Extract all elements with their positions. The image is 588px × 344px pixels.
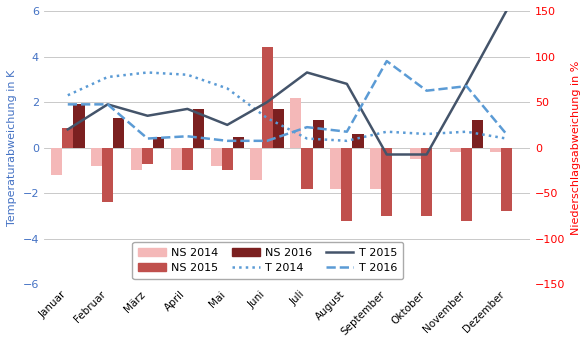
Bar — [490, 148, 501, 152]
Bar — [341, 148, 352, 221]
Bar — [142, 148, 153, 164]
T 2015 — [463, 82, 470, 86]
T 2016 — [104, 102, 111, 106]
T 2014 — [463, 130, 470, 134]
Legend: NS 2014, NS 2015, NS 2016, T 2014, T 2015, T 2016: NS 2014, NS 2015, NS 2016, T 2014, T 201… — [132, 242, 403, 279]
Bar — [113, 118, 125, 148]
Bar — [313, 120, 324, 148]
Bar — [91, 148, 102, 166]
T 2015 — [503, 9, 510, 13]
Bar — [330, 148, 341, 189]
T 2015 — [263, 100, 270, 104]
Bar — [250, 148, 262, 180]
Bar — [153, 137, 164, 148]
Bar — [381, 148, 392, 216]
Bar — [102, 148, 113, 202]
Bar — [182, 148, 193, 170]
Bar — [262, 47, 273, 148]
Bar — [273, 109, 284, 148]
Bar — [352, 134, 363, 148]
Y-axis label: Temperaturabweichung in K: Temperaturabweichung in K — [7, 69, 17, 226]
Line: T 2014: T 2014 — [68, 73, 506, 141]
T 2015 — [383, 152, 390, 157]
T 2016 — [343, 130, 350, 134]
T 2016 — [263, 139, 270, 143]
T 2015 — [223, 123, 230, 127]
Bar — [472, 120, 483, 148]
Bar — [233, 137, 244, 148]
Bar — [501, 148, 512, 212]
Bar — [193, 109, 204, 148]
T 2014 — [383, 130, 390, 134]
T 2014 — [343, 139, 350, 143]
T 2015 — [343, 82, 350, 86]
Bar — [421, 148, 432, 216]
Bar — [222, 148, 233, 170]
T 2014 — [503, 137, 510, 141]
T 2014 — [184, 73, 191, 77]
T 2014 — [223, 86, 230, 90]
T 2016 — [223, 139, 230, 143]
Bar — [171, 148, 182, 170]
T 2016 — [64, 102, 71, 106]
T 2016 — [184, 134, 191, 138]
T 2014 — [64, 93, 71, 97]
T 2015 — [423, 152, 430, 157]
T 2014 — [104, 75, 111, 79]
T 2015 — [64, 127, 71, 131]
T 2014 — [263, 116, 270, 120]
Bar — [62, 128, 74, 148]
T 2016 — [463, 84, 470, 88]
Line: T 2016: T 2016 — [68, 61, 506, 141]
T 2014 — [423, 132, 430, 136]
T 2015 — [184, 107, 191, 111]
Bar — [74, 104, 85, 148]
T 2016 — [423, 89, 430, 93]
T 2014 — [303, 137, 310, 141]
Bar — [211, 148, 222, 166]
T 2015 — [144, 114, 151, 118]
T 2016 — [303, 125, 310, 129]
Bar — [450, 148, 461, 152]
T 2015 — [104, 102, 111, 106]
Bar — [131, 148, 142, 170]
Bar — [290, 98, 302, 148]
Bar — [410, 148, 421, 159]
T 2016 — [383, 59, 390, 63]
T 2016 — [144, 137, 151, 141]
Bar — [370, 148, 381, 189]
T 2016 — [503, 132, 510, 136]
Line: T 2015: T 2015 — [68, 11, 506, 154]
Bar — [302, 148, 313, 189]
T 2015 — [303, 71, 310, 75]
Bar — [51, 148, 62, 175]
T 2014 — [144, 71, 151, 75]
Bar — [461, 148, 472, 221]
Y-axis label: Niederschlagsabweichung in %: Niederschlagsabweichung in % — [571, 61, 581, 235]
